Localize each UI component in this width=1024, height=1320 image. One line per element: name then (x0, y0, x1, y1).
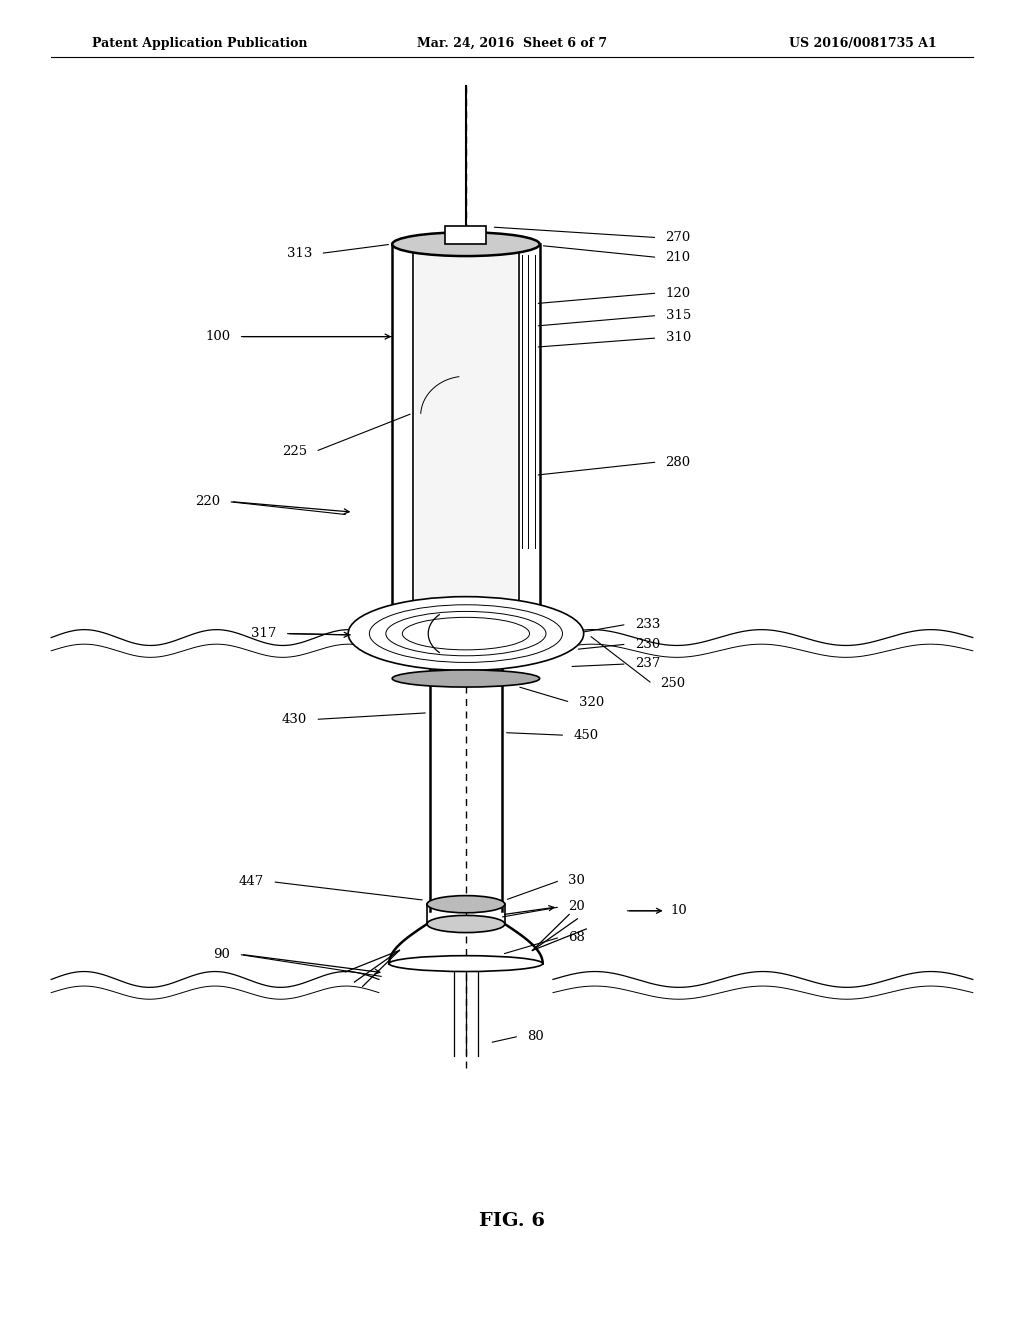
Ellipse shape (427, 895, 505, 913)
Text: Patent Application Publication: Patent Application Publication (92, 37, 307, 50)
Text: 225: 225 (282, 445, 307, 458)
Ellipse shape (392, 671, 540, 686)
Text: 80: 80 (527, 1030, 544, 1043)
Text: 280: 280 (666, 455, 691, 469)
Text: US 2016/0081735 A1: US 2016/0081735 A1 (790, 37, 937, 50)
Text: 210: 210 (666, 251, 691, 264)
Text: 450: 450 (573, 729, 599, 742)
Text: 250: 250 (660, 677, 686, 690)
Text: 68: 68 (568, 931, 585, 944)
Ellipse shape (348, 597, 584, 671)
Text: 237: 237 (635, 657, 660, 671)
Bar (415, 249, 517, 602)
Text: Mar. 24, 2016  Sheet 6 of 7: Mar. 24, 2016 Sheet 6 of 7 (417, 37, 607, 50)
Text: FIG. 6: FIG. 6 (479, 1212, 545, 1230)
Text: 230: 230 (635, 638, 660, 651)
Text: 310: 310 (666, 331, 691, 345)
Text: 20: 20 (568, 900, 585, 913)
Text: 233: 233 (635, 618, 660, 631)
Bar (445, 226, 486, 244)
Text: 270: 270 (666, 231, 691, 244)
Text: 30: 30 (568, 874, 585, 887)
Ellipse shape (389, 956, 543, 972)
Ellipse shape (427, 916, 505, 932)
Text: 220: 220 (195, 495, 220, 508)
Text: 430: 430 (282, 713, 307, 726)
Text: 100: 100 (205, 330, 230, 343)
Text: 313: 313 (287, 247, 312, 260)
Text: 320: 320 (579, 696, 604, 709)
Text: 447: 447 (239, 875, 264, 888)
Text: 10: 10 (671, 904, 687, 917)
Text: 317: 317 (251, 627, 276, 640)
Ellipse shape (392, 232, 540, 256)
Text: 120: 120 (666, 286, 691, 300)
Ellipse shape (392, 602, 540, 626)
Text: 90: 90 (214, 948, 230, 961)
Text: 315: 315 (666, 309, 691, 322)
